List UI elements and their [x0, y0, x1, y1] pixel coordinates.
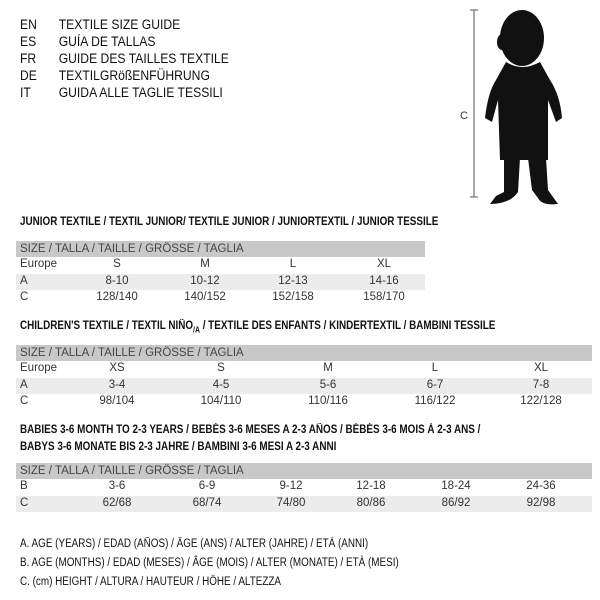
junior-title: JUNIOR TEXTILE / TEXTIL JUNIOR/ TEXTILE … — [20, 216, 439, 228]
child-silhouette-icon — [485, 10, 562, 205]
babies-table: SIZE / TALLA / TAILLE / GRÖSSE / TAGLIA … — [16, 463, 592, 512]
children-table: SIZE / TALLA / TAILLE / GRÖSSE / TAGLIA … — [16, 345, 592, 411]
table-row: A 8-10 10-12 12-13 14-16 — [16, 273, 425, 290]
table-row: Europe S M L XL — [20, 258, 392, 270]
table-row: Europe XS S M L XL — [20, 362, 549, 374]
table-row: B 3-6 6-9 9-12 12-18 18-24 24-36 — [20, 480, 556, 492]
babies-title-line2: BABYS 3-6 MONATE BIS 2-3 JAHRE / BAMBINI… — [20, 441, 337, 453]
table-row: C 62/68 68/74 74/80 80/86 86/92 92/98 — [16, 495, 592, 512]
lang-it: IT GUIDA ALLE TAGLIE TESSILI — [20, 85, 223, 100]
table-row: A 3-4 4-5 5-6 6-7 7-8 — [16, 377, 592, 394]
height-bracket-icon — [470, 9, 478, 198]
lang-de: DE TEXTILGRößENFÜHRUNG — [20, 68, 210, 83]
lang-es: ES GUÍA DE TALLAS — [20, 34, 156, 49]
junior-table: SIZE / TALLA / TAILLE / GRÖSSE / TAGLIA … — [16, 241, 425, 307]
table-row: C 128/140 140/152 152/158 158/170 — [20, 291, 405, 303]
figure-label: C — [460, 110, 468, 122]
note-c: C. (cm) HEIGHT / ALTURA / HAUTEUR / HÖHE… — [20, 576, 282, 588]
lang-fr: FR GUIDE DES TAILLES TEXTILE — [20, 51, 229, 66]
lang-en: EN TEXTILE SIZE GUIDE — [20, 17, 181, 32]
table-row: C 98/104 104/110 110/116 116/122 122/128 — [20, 395, 562, 407]
table-header: SIZE / TALLA / TAILLE / GRÖSSE / TAGLIA — [16, 463, 592, 479]
legend-notes: A. AGE (YEARS) / EDAD (AÑOS) / ÂGE (ANS)… — [20, 535, 399, 592]
babies-title-line1: BABIES 3-6 MONTH TO 2-3 YEARS / BEBÉS 3-… — [20, 424, 481, 436]
note-a: A. AGE (YEARS) / EDAD (AÑOS) / ÂGE (ANS)… — [20, 538, 369, 550]
table-header: SIZE / TALLA / TAILLE / GRÖSSE / TAGLIA — [16, 345, 592, 361]
note-b: B. AGE (MONTHS) / EDAD (MESES) / ÂGE (MO… — [20, 557, 399, 569]
children-title: CHILDREN'S TEXTILE / TEXTIL NIÑO/A / TEX… — [20, 320, 496, 335]
child-silhouette-figure: C — [455, 5, 575, 220]
table-header: SIZE / TALLA / TAILLE / GRÖSSE / TAGLIA — [16, 241, 425, 257]
